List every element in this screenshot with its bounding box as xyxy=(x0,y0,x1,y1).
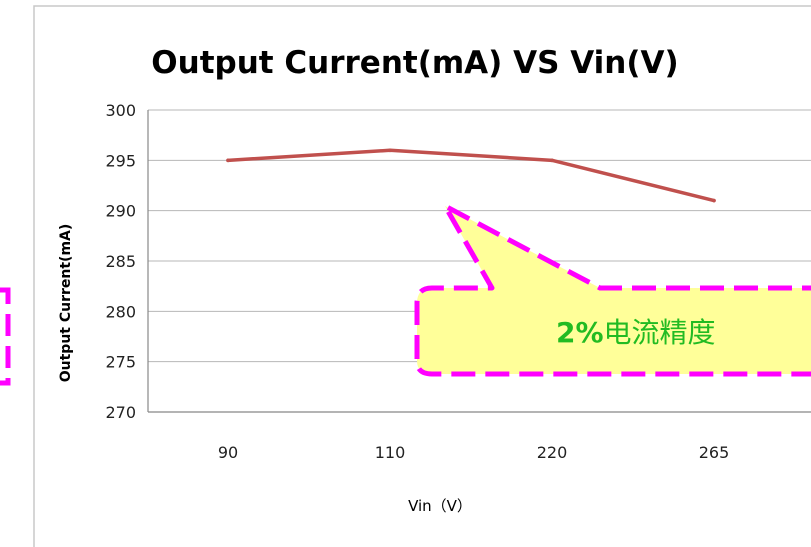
left-callout-fragment xyxy=(0,287,11,386)
y-tick-label: 275 xyxy=(105,353,136,372)
data-point xyxy=(226,158,230,163)
y-axis-label: Output Current(mA) xyxy=(58,224,74,383)
y-tick-label: 270 xyxy=(105,403,136,422)
x-tick-label: 90 xyxy=(218,443,238,462)
callout-percent: 2% xyxy=(556,316,604,349)
y-tick-label: 280 xyxy=(105,302,136,321)
y-tick-label: 290 xyxy=(105,202,136,221)
data-point xyxy=(388,148,392,153)
y-tick-label: 285 xyxy=(105,252,136,271)
data-point xyxy=(712,198,716,203)
data-point xyxy=(550,158,554,163)
x-tick-label: 220 xyxy=(537,443,568,462)
x-axis-label: Vin（V） xyxy=(408,497,472,515)
y-tick-label: 295 xyxy=(105,151,136,170)
x-tick-label: 110 xyxy=(375,443,406,462)
y-tick-label: 300 xyxy=(105,101,136,120)
callout-text: 2%电流精度 xyxy=(556,316,716,349)
x-tick-labels: 90 110 220 265 xyxy=(218,443,729,462)
y-tick-labels: 270 275 280 285 290 295 300 xyxy=(105,101,136,422)
callout-bubble xyxy=(414,203,811,377)
x-tick-label: 265 xyxy=(699,443,730,462)
series-line xyxy=(226,148,716,203)
chart-title: Output Current(mA) VS Vin(V) xyxy=(151,45,678,81)
chart-frame xyxy=(33,5,811,547)
data-points xyxy=(226,148,716,203)
callout-label: 电流精度 xyxy=(604,316,716,349)
